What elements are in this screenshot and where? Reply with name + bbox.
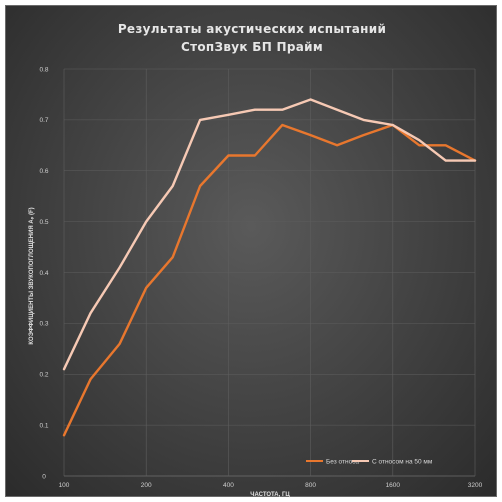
x-tick-label: 800: [305, 482, 316, 489]
line-chart: 0 0.1 0.2 0.3 0.4 0.5 0.6 0.7 0.8 100 200 400 800 160…: [29, 22, 483, 498]
chart-area: 0 0.1 0.2 0.3 0.4 0.5 0.6 0.7 0.8 100 200 400 800 160…: [5, 5, 497, 498]
chart-subtitle: СтопЗвук БП Прайм: [181, 40, 323, 54]
y-tick-label: 0: [42, 473, 46, 480]
y-tick-label: 0.8: [39, 66, 48, 73]
y-tick-label: 0.1: [39, 422, 48, 429]
x-tick-label: 100: [59, 482, 70, 489]
x-tick-label: 1600: [386, 482, 401, 489]
y-tick-label: 0.6: [39, 168, 48, 175]
y-tick-label: 0.3: [39, 321, 48, 328]
legend: Без относа С относом на 50 мм: [306, 459, 433, 466]
series-line-2: [62, 98, 477, 371]
legend-label-series-1: Без относа: [326, 459, 359, 466]
y-tick-label: 0.7: [39, 117, 48, 124]
x-tick-label: 400: [223, 482, 234, 489]
tick-layer: 0 0.1 0.2 0.3 0.4 0.5 0.6 0.7 0.8 100 200 400 800 160…: [39, 66, 482, 489]
x-tick-label: 200: [141, 482, 152, 489]
grid-layer: [63, 68, 476, 477]
series-line-1: [62, 123, 477, 437]
series-layer: [62, 98, 477, 437]
legend-label-series-2: С относом на 50 мм: [372, 459, 433, 466]
chart-title: Результаты акустических испытаний: [118, 22, 386, 36]
y-axis-title: КОЭФФИЦИЕНТЫ ЗВУКОПОГЛОЩЕНИЯ Aₚ (F): [29, 207, 35, 344]
x-axis-title: ЧАСТОТА, ГЦ: [250, 492, 290, 498]
x-tick-label: 3200: [468, 482, 483, 489]
y-tick-label: 0.5: [39, 219, 48, 226]
y-tick-label: 0.2: [39, 372, 48, 379]
y-tick-label: 0.4: [39, 270, 48, 277]
